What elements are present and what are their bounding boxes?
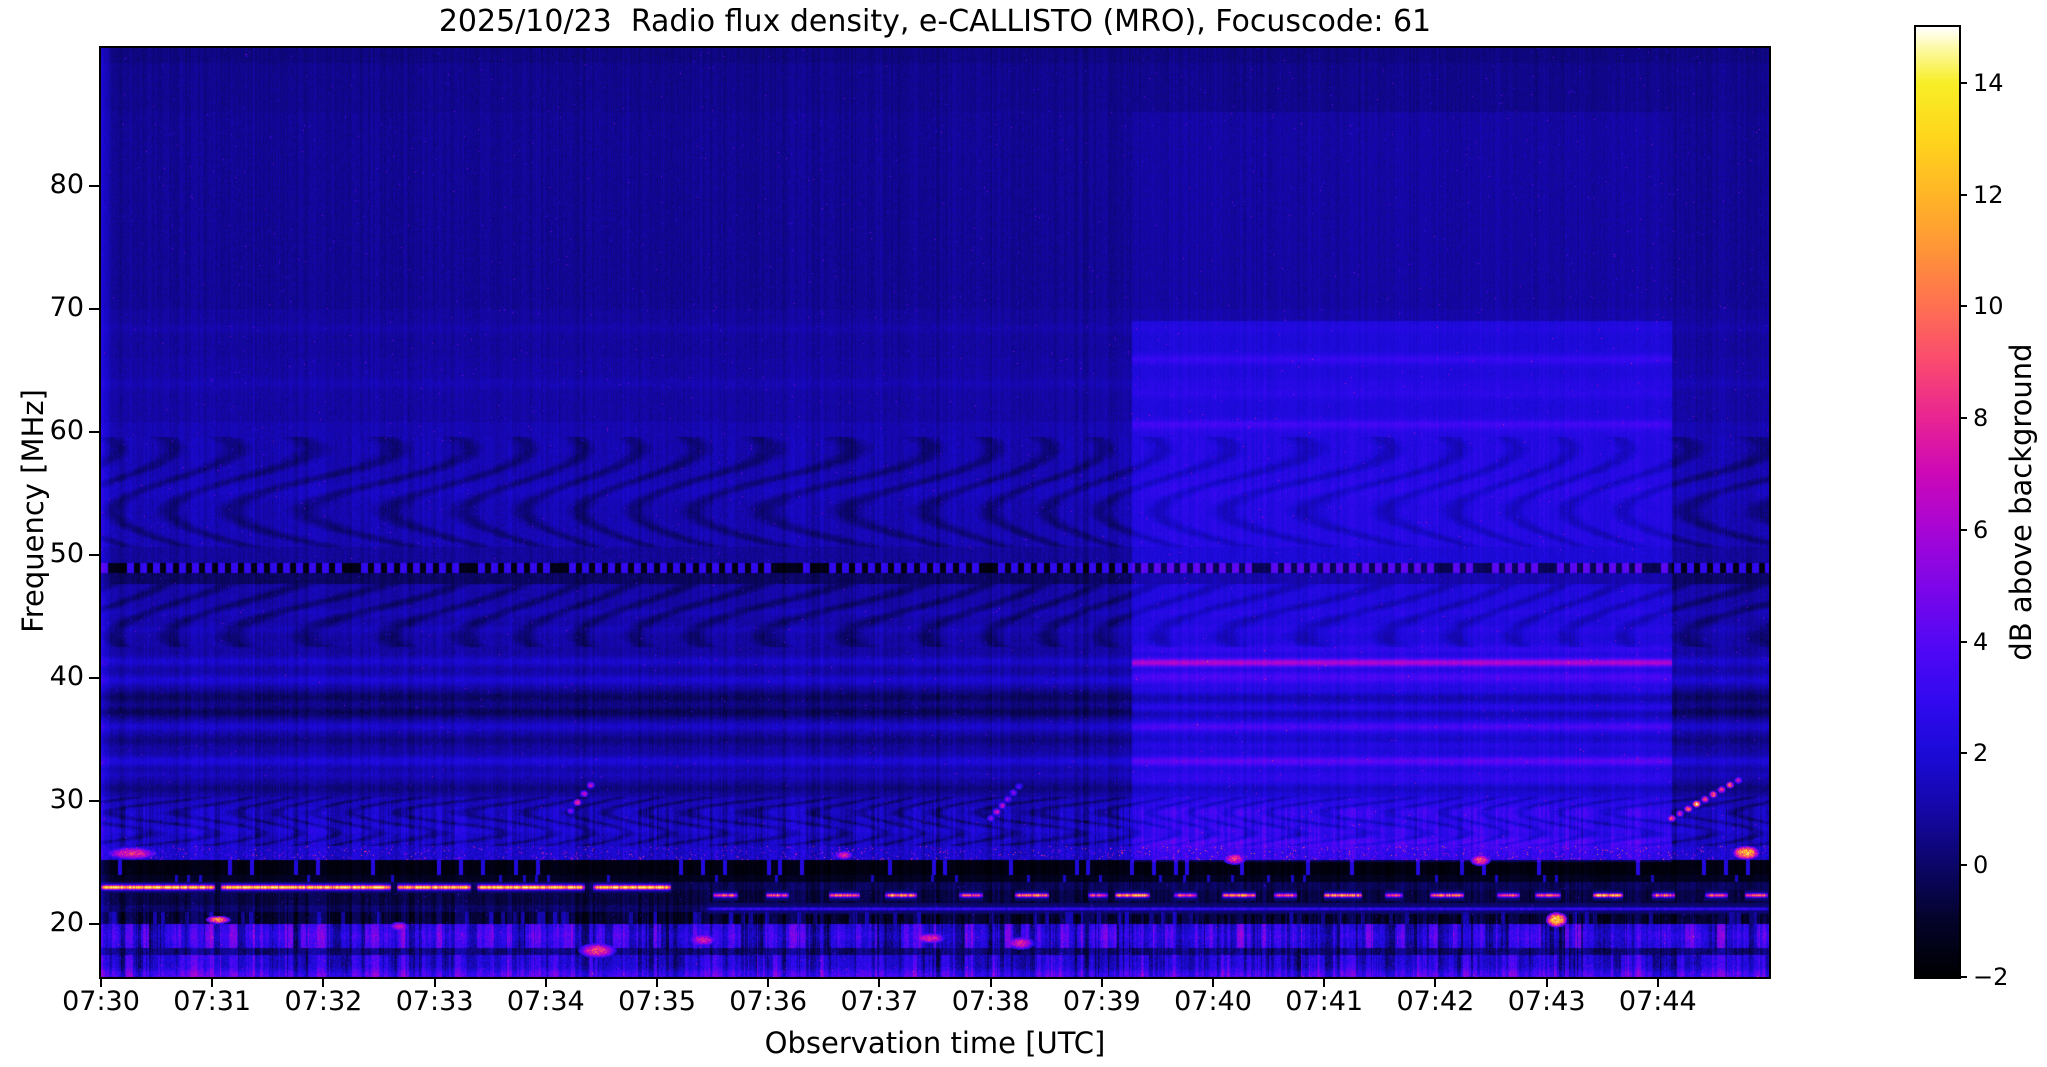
- x-tick: [100, 977, 102, 987]
- x-tick-label: 07:43: [1507, 986, 1586, 1017]
- x-tick-label: 07:33: [395, 986, 474, 1017]
- colorbar-tick-label: 2: [1973, 739, 1989, 768]
- colorbar-tick: [1959, 976, 1967, 978]
- x-tick: [1323, 977, 1326, 987]
- colorbar-tick-label: 14: [1973, 68, 2004, 97]
- y-tick-label: 60: [49, 414, 84, 446]
- colorbar-tick-label: 12: [1973, 180, 2004, 209]
- x-tick-label: 07:34: [506, 986, 585, 1017]
- colorbar-tick: [1959, 305, 1967, 308]
- x-tick-label: 07:37: [840, 986, 919, 1017]
- colorbar-tick: [1959, 528, 1967, 531]
- x-tick-label: 07:44: [1618, 986, 1697, 1017]
- y-tick: [89, 430, 99, 433]
- y-tick-label: 30: [49, 783, 84, 815]
- y-tick: [89, 307, 99, 310]
- y-tick: [89, 553, 99, 556]
- x-tick-label: 07:40: [1174, 986, 1252, 1017]
- y-tick-label: 50: [49, 537, 84, 569]
- x-tick: [211, 977, 214, 987]
- colorbar-tick: [1959, 640, 1967, 643]
- colorbar-tick: [1959, 81, 1967, 84]
- x-tick-label: 07:38: [951, 986, 1030, 1017]
- colorbar-tick-label: −2: [1973, 963, 2009, 991]
- y-tick: [89, 799, 99, 802]
- x-tick-label: 07:32: [284, 986, 363, 1017]
- colorbar-tick: [1959, 193, 1967, 196]
- chart-title: 2025/10/23 Radio flux density, e-CALLIST…: [438, 4, 1432, 39]
- x-tick-label: 07:39: [1062, 986, 1141, 1017]
- colorbar-tick-label: 6: [1973, 515, 1989, 544]
- y-tick: [89, 676, 99, 679]
- colorbar-tick: [1959, 417, 1967, 420]
- colorbar-tick: [1959, 752, 1967, 755]
- x-tick: [322, 977, 325, 987]
- x-tick: [1434, 977, 1437, 987]
- x-tick: [767, 977, 770, 987]
- x-tick-label: 07:42: [1396, 986, 1475, 1017]
- x-tick-label: 07:30: [62, 986, 140, 1017]
- x-tick-label: 07:41: [1285, 986, 1364, 1017]
- x-tick: [1545, 977, 1548, 987]
- x-tick: [1100, 977, 1103, 987]
- x-tick-label: 07:36: [729, 986, 808, 1017]
- colorbar-tick-label: 8: [1973, 404, 1989, 433]
- x-tick: [433, 977, 436, 987]
- colorbar-tick: [1959, 864, 1967, 867]
- x-tick: [1212, 977, 1214, 987]
- colorbar-canvas: [1916, 27, 1959, 977]
- plot-area: [99, 46, 1771, 979]
- colorbar-tick-label: 0: [1973, 851, 1989, 880]
- y-tick-label: 40: [49, 660, 84, 692]
- colorbar-tick-label: 10: [1973, 292, 2004, 321]
- y-tick: [89, 922, 99, 925]
- x-tick: [656, 977, 658, 987]
- x-tick: [544, 977, 547, 987]
- colorbar-label: dB above background: [2004, 343, 2038, 661]
- x-tick-label: 07:31: [173, 986, 252, 1017]
- x-tick-label: 07:35: [618, 986, 696, 1017]
- colorbar: [1914, 25, 1961, 979]
- y-tick-label: 80: [49, 168, 84, 200]
- x-tick: [878, 977, 881, 987]
- x-axis-label: Observation time [UTC]: [764, 1026, 1106, 1060]
- spectrogram-canvas: [101, 48, 1769, 977]
- x-tick: [1656, 977, 1659, 987]
- colorbar-tick-label: 4: [1973, 627, 1989, 656]
- y-tick-label: 70: [49, 291, 84, 323]
- y-tick-label: 20: [49, 906, 84, 938]
- y-tick: [89, 184, 99, 187]
- x-tick: [989, 977, 992, 987]
